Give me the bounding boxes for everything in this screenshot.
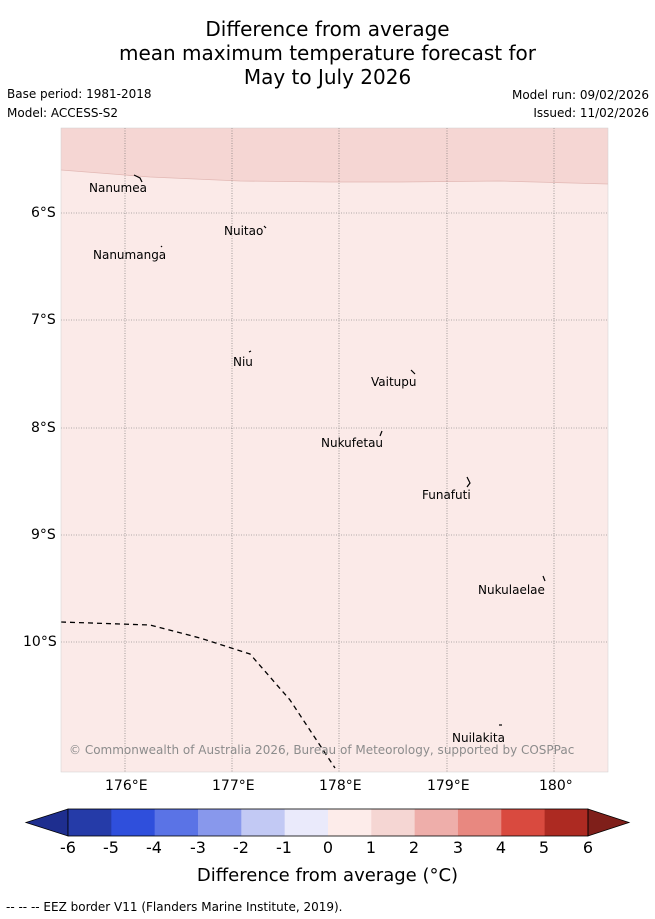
colorbar-arrow-low bbox=[24, 808, 69, 837]
place-vaitupu: Vaitupu bbox=[371, 375, 417, 389]
place-nuilakita: Nuilakita bbox=[452, 731, 505, 745]
lat-label-8s: 8°S bbox=[31, 420, 56, 436]
category-1-2-region bbox=[61, 128, 608, 184]
model-name: Model: ACCESS-S2 bbox=[7, 106, 119, 120]
map-frame bbox=[60, 127, 609, 773]
colorbar-swatch bbox=[241, 809, 286, 836]
place-nuitao: Nuitao bbox=[224, 224, 264, 238]
title-line-3: May to July 2026 bbox=[243, 65, 412, 89]
island-nanumanga-shape bbox=[160, 245, 163, 248]
eez-border bbox=[60, 621, 336, 769]
colorbar-swatch bbox=[371, 809, 416, 836]
place-funafuti: Funafuti bbox=[422, 488, 471, 502]
colorbar-tick-label: -2 bbox=[233, 838, 249, 857]
island-funafuti-shape bbox=[466, 476, 471, 488]
colorbar-tick-label: -5 bbox=[103, 838, 119, 857]
colorbar-tick-label: 2 bbox=[408, 838, 420, 857]
colorbar-arrow-high bbox=[587, 808, 631, 837]
colorbar-swatch bbox=[327, 809, 372, 836]
gridlines bbox=[61, 128, 608, 772]
colorbar-title: Difference from average (°C) bbox=[196, 865, 459, 886]
title-line-2: mean maximum temperature forecast for bbox=[118, 41, 536, 65]
colorbar-swatch bbox=[154, 809, 199, 836]
island-nuitao-shape bbox=[263, 225, 267, 229]
colorbar-frame bbox=[67, 808, 589, 837]
lon-label-176e: 176°E bbox=[105, 778, 148, 794]
colorbar-tick-label: -4 bbox=[146, 838, 162, 857]
colorbar-swatch bbox=[284, 809, 329, 836]
colorbar-swatch bbox=[414, 809, 459, 836]
title-line-1: Difference from average bbox=[205, 17, 450, 41]
colorbar-swatch bbox=[501, 809, 546, 836]
lat-label-6s: 6°S bbox=[31, 205, 56, 221]
base-period: Base period: 1981-2018 bbox=[7, 87, 152, 101]
island-niu-shape bbox=[248, 350, 252, 353]
colorbar bbox=[24, 808, 631, 837]
place-nanumanga: Nanumanga bbox=[93, 248, 167, 262]
lon-label-177e: 177°E bbox=[212, 778, 255, 794]
lon-label-180: 180° bbox=[539, 778, 573, 794]
colorbar-tick-label: 0 bbox=[322, 838, 334, 857]
lat-label-7s: 7°S bbox=[31, 312, 56, 328]
colorbar-tick-label: 6 bbox=[582, 838, 594, 857]
lat-label-9s: 9°S bbox=[31, 527, 56, 543]
colorbar-tick-label: -1 bbox=[276, 838, 292, 857]
place-nukulaelae: Nukulaelae bbox=[478, 583, 545, 597]
category-boundary bbox=[60, 169, 609, 185]
colorbar-tick-label: 1 bbox=[365, 838, 377, 857]
lon-label-178e: 178°E bbox=[319, 778, 362, 794]
island-nanumea-shape bbox=[133, 174, 143, 183]
islands bbox=[133, 174, 546, 726]
colorbar-tick-label: -3 bbox=[190, 838, 206, 857]
colorbar-tick-label: 4 bbox=[495, 838, 507, 857]
category-0-1-region bbox=[61, 128, 608, 772]
colorbar-tick-label: 5 bbox=[538, 838, 550, 857]
island-nukufetau-shape bbox=[379, 430, 383, 437]
colorbar-swatch bbox=[544, 809, 589, 836]
colorbar-swatch bbox=[197, 809, 242, 836]
colorbar-swatch bbox=[68, 809, 112, 836]
lon-label-179e: 179°E bbox=[427, 778, 470, 794]
place-nanumea: Nanumea bbox=[89, 181, 147, 195]
place-nukufetau: Nukufetau bbox=[321, 436, 384, 450]
colorbar-tick-label: -6 bbox=[60, 838, 76, 857]
colorbar-tick-label: 3 bbox=[452, 838, 464, 857]
copyright-notice: © Commonwealth of Australia 2026, Bureau… bbox=[69, 743, 575, 757]
island-vaitupu-shape bbox=[410, 369, 416, 375]
place-niu: Niu bbox=[233, 355, 253, 369]
model-run: Model run: 09/02/2026 bbox=[511, 88, 649, 102]
issued-date: Issued: 11/02/2026 bbox=[533, 106, 649, 120]
footer-note: -- -- -- EEZ border V11 (Flanders Marine… bbox=[6, 900, 343, 914]
colorbar-swatch bbox=[457, 809, 502, 836]
colorbar-swatch bbox=[111, 809, 156, 836]
island-nukulaelae-shape bbox=[542, 575, 546, 582]
lat-label-10s: 10°S bbox=[23, 634, 57, 650]
